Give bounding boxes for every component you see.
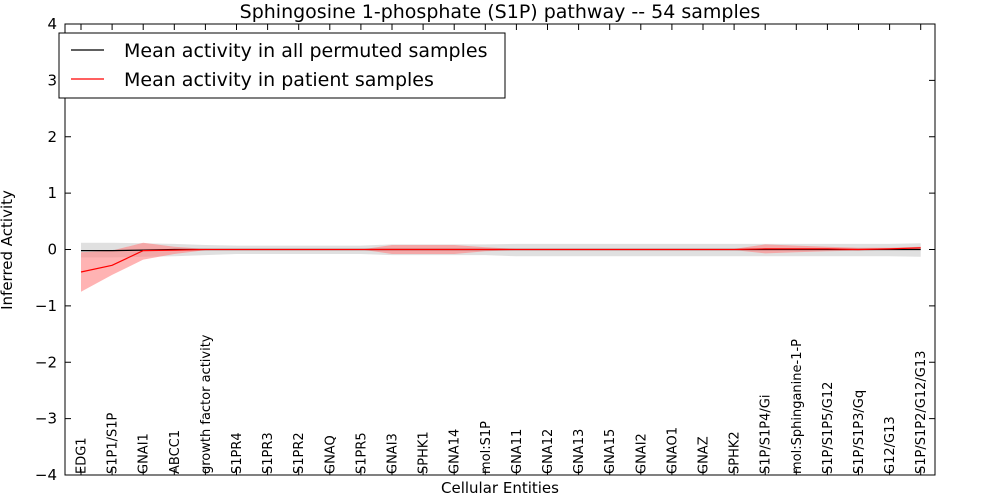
band-patient — [81, 242, 921, 292]
x-tick-label: SPHK2 — [728, 431, 743, 474]
y-tick-label: 0 — [47, 241, 57, 259]
y-tick-label: 4 — [47, 15, 57, 33]
y-axis-label: Inferred Activity — [0, 190, 16, 310]
x-tick-label: S1P/S1P2/G12/G13 — [914, 351, 929, 474]
x-tick-label: S1P/S1P5/G12 — [821, 382, 836, 474]
x-tick-label: S1PR2 — [292, 432, 307, 474]
x-tick-label: S1PR5 — [354, 432, 369, 474]
x-tick-label: GNA14 — [448, 429, 463, 474]
x-tick-label: EDG1 — [75, 437, 90, 474]
x-tick-label: S1P1/S1P — [106, 412, 121, 474]
y-tick-label: 3 — [47, 71, 57, 89]
y-tick-label: 1 — [47, 184, 57, 202]
y-tick-label: −2 — [35, 353, 57, 371]
x-tick-label: GNA12 — [541, 429, 556, 474]
y-tick-label: −3 — [35, 410, 57, 428]
x-tick-label: GNA13 — [572, 429, 587, 474]
x-tick-label: growth factor activity — [199, 334, 214, 474]
y-tick-label: −1 — [35, 297, 57, 315]
x-tick-label: S1P/S1P3/Gq — [852, 390, 867, 474]
legend-box — [58, 32, 506, 99]
y-axis: −4 −3 −2 −1 0 1 2 3 4 — [35, 15, 935, 484]
x-tick-label: ABCC1 — [168, 430, 183, 474]
legend: Mean activity in all permuted samples Me… — [58, 32, 506, 99]
x-tick-label: S1PR4 — [230, 432, 245, 474]
legend-label-patient: Mean activity in patient samples — [124, 69, 434, 91]
x-tick-label: GNAZ — [697, 436, 712, 474]
x-tick-label: SPHK1 — [417, 431, 432, 474]
x-tick-label: S1PR3 — [261, 432, 276, 474]
x-tick-label: GNAI2 — [634, 433, 649, 474]
x-tick-label: G12/G13 — [883, 416, 898, 474]
y-tick-label: 2 — [47, 128, 57, 146]
x-tick-label: GNAI3 — [386, 433, 401, 474]
legend-label-permuted: Mean activity in all permuted samples — [124, 40, 487, 62]
x-axis: EDG1 S1P1/S1P GNAI1 ABCC1 growth factor acti… — [75, 24, 929, 475]
x-tick-label: GNAO1 — [665, 427, 680, 474]
line-patient — [80, 247, 921, 273]
x-axis-label: Cellular Entities — [441, 479, 559, 497]
y-tick-label: −4 — [35, 466, 57, 484]
x-tick-label: mol:Sphinganine-1-P — [790, 339, 805, 474]
x-tick-label: GNA11 — [510, 429, 525, 474]
chart-title: Sphingosine 1-phosphate (S1P) pathway --… — [240, 1, 761, 23]
x-tick-label: GNAQ — [323, 435, 338, 474]
x-tick-label: GNAI1 — [137, 433, 152, 474]
series-lines — [80, 247, 921, 273]
x-tick-label: mol:S1P — [479, 421, 494, 474]
x-tick-label: S1P/S1P4/Gi — [759, 395, 774, 474]
x-tick-label: GNA15 — [603, 429, 618, 474]
